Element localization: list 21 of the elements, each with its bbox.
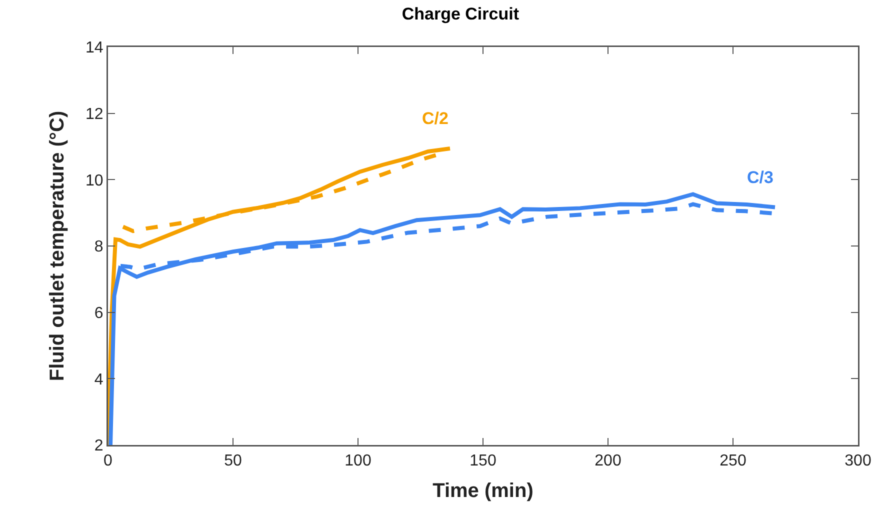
x-tick-label: 250 (720, 452, 746, 470)
x-tick-label: 0 (104, 452, 113, 470)
y-tick-label: 14 (86, 40, 104, 57)
series-label: C/2 (422, 109, 448, 128)
x-tick-label: 100 (344, 452, 372, 470)
y-tick-label: 10 (86, 172, 104, 190)
y-tick-label: 6 (94, 304, 104, 322)
x-tick-label: 300 (844, 452, 872, 470)
line-series (108, 146, 452, 445)
x-axis-title: Time (min) (432, 480, 534, 502)
y-tick-label: 2 (94, 438, 104, 455)
x-tick-label: 200 (594, 452, 622, 470)
x-tick-label: 50 (224, 452, 242, 470)
y-tick-label: 8 (94, 238, 104, 256)
chart-title: Charge Circuit (402, 4, 520, 24)
y-tick-label: 12 (86, 106, 104, 123)
y-axis-title: Fluid outlet temperature (°C) (46, 110, 68, 382)
series-label: C/3 (747, 168, 774, 187)
line-series (108, 192, 777, 445)
y-tick-label: 4 (94, 371, 104, 388)
x-tick-label: 150 (470, 452, 496, 470)
